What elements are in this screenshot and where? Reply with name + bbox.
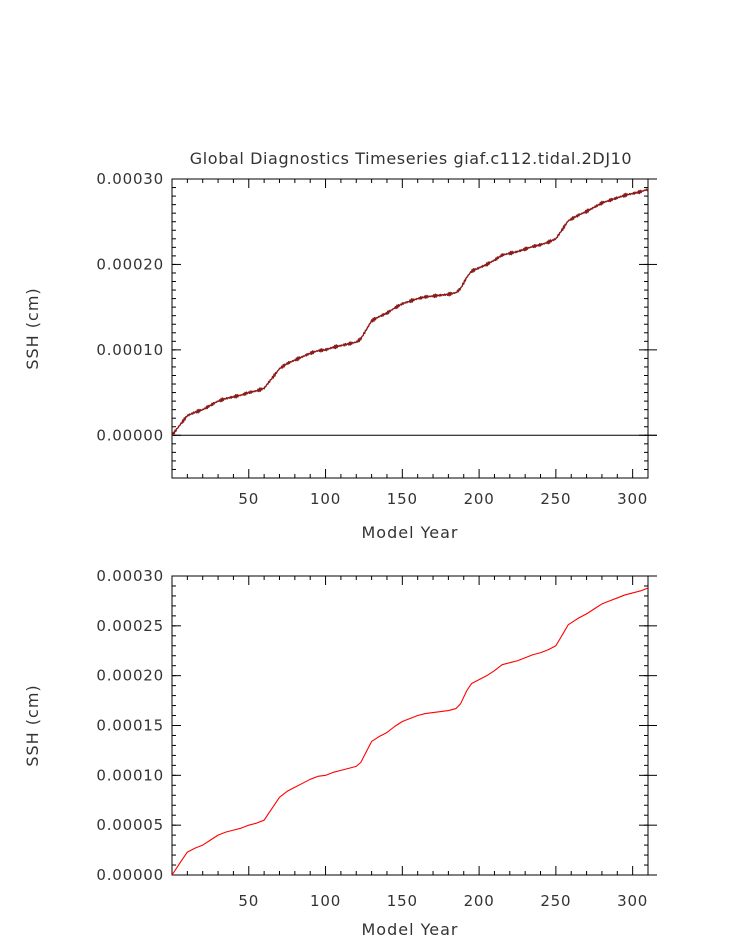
y-tick-label: 0.00005	[96, 816, 164, 834]
top-panel: 50 100 150 200 250 300 0.00000 0.00010 0.00020 0.…	[23, 170, 657, 542]
ssh-series-line	[171, 587, 649, 876]
y-tick-label: 0.00010	[96, 341, 164, 359]
y-tick-label: 0.00020	[96, 255, 164, 273]
x-tick-label: 200	[464, 892, 495, 910]
x-tick-label: 250	[540, 490, 571, 508]
y-tick-label: 0.00020	[96, 667, 164, 685]
x-axis-title: Model Year	[362, 920, 459, 939]
y-axis-title: SSH (cm)	[23, 287, 42, 369]
x-tick-label: 100	[310, 490, 341, 508]
y-tick-label: 0.00030	[96, 567, 164, 585]
y-tick-label: 0.00000	[96, 866, 164, 884]
x-tick-label: 100	[310, 892, 341, 910]
ssh-series-line	[171, 188, 649, 436]
x-axis-title: Model Year	[362, 523, 459, 542]
x-tick-label: 150	[387, 490, 418, 508]
plot-frame	[171, 575, 649, 876]
y-axis-title: SSH (cm)	[23, 684, 42, 766]
x-tick-label: 200	[464, 490, 495, 508]
x-tick-label: 250	[540, 892, 571, 910]
plot-frame	[171, 178, 649, 479]
y-tick-label: 0.00025	[96, 617, 164, 635]
x-tick-label: 300	[617, 892, 648, 910]
bottom-panel: 50 100 150 200 250 300 0.00000 0.00005 0.00010 0.…	[23, 567, 657, 939]
figure-title: Global Diagnostics Timeseries giaf.c112.…	[190, 149, 632, 168]
x-tick-label: 50	[238, 490, 259, 508]
y-tick-label: 0.00000	[96, 426, 164, 444]
y-tick-label: 0.00010	[96, 766, 164, 784]
y-tick-label: 0.00030	[96, 170, 164, 188]
x-tick-label: 150	[387, 892, 418, 910]
x-tick-label: 300	[617, 490, 648, 508]
x-tick-label: 50	[238, 892, 259, 910]
y-tick-label: 0.00015	[96, 717, 164, 735]
